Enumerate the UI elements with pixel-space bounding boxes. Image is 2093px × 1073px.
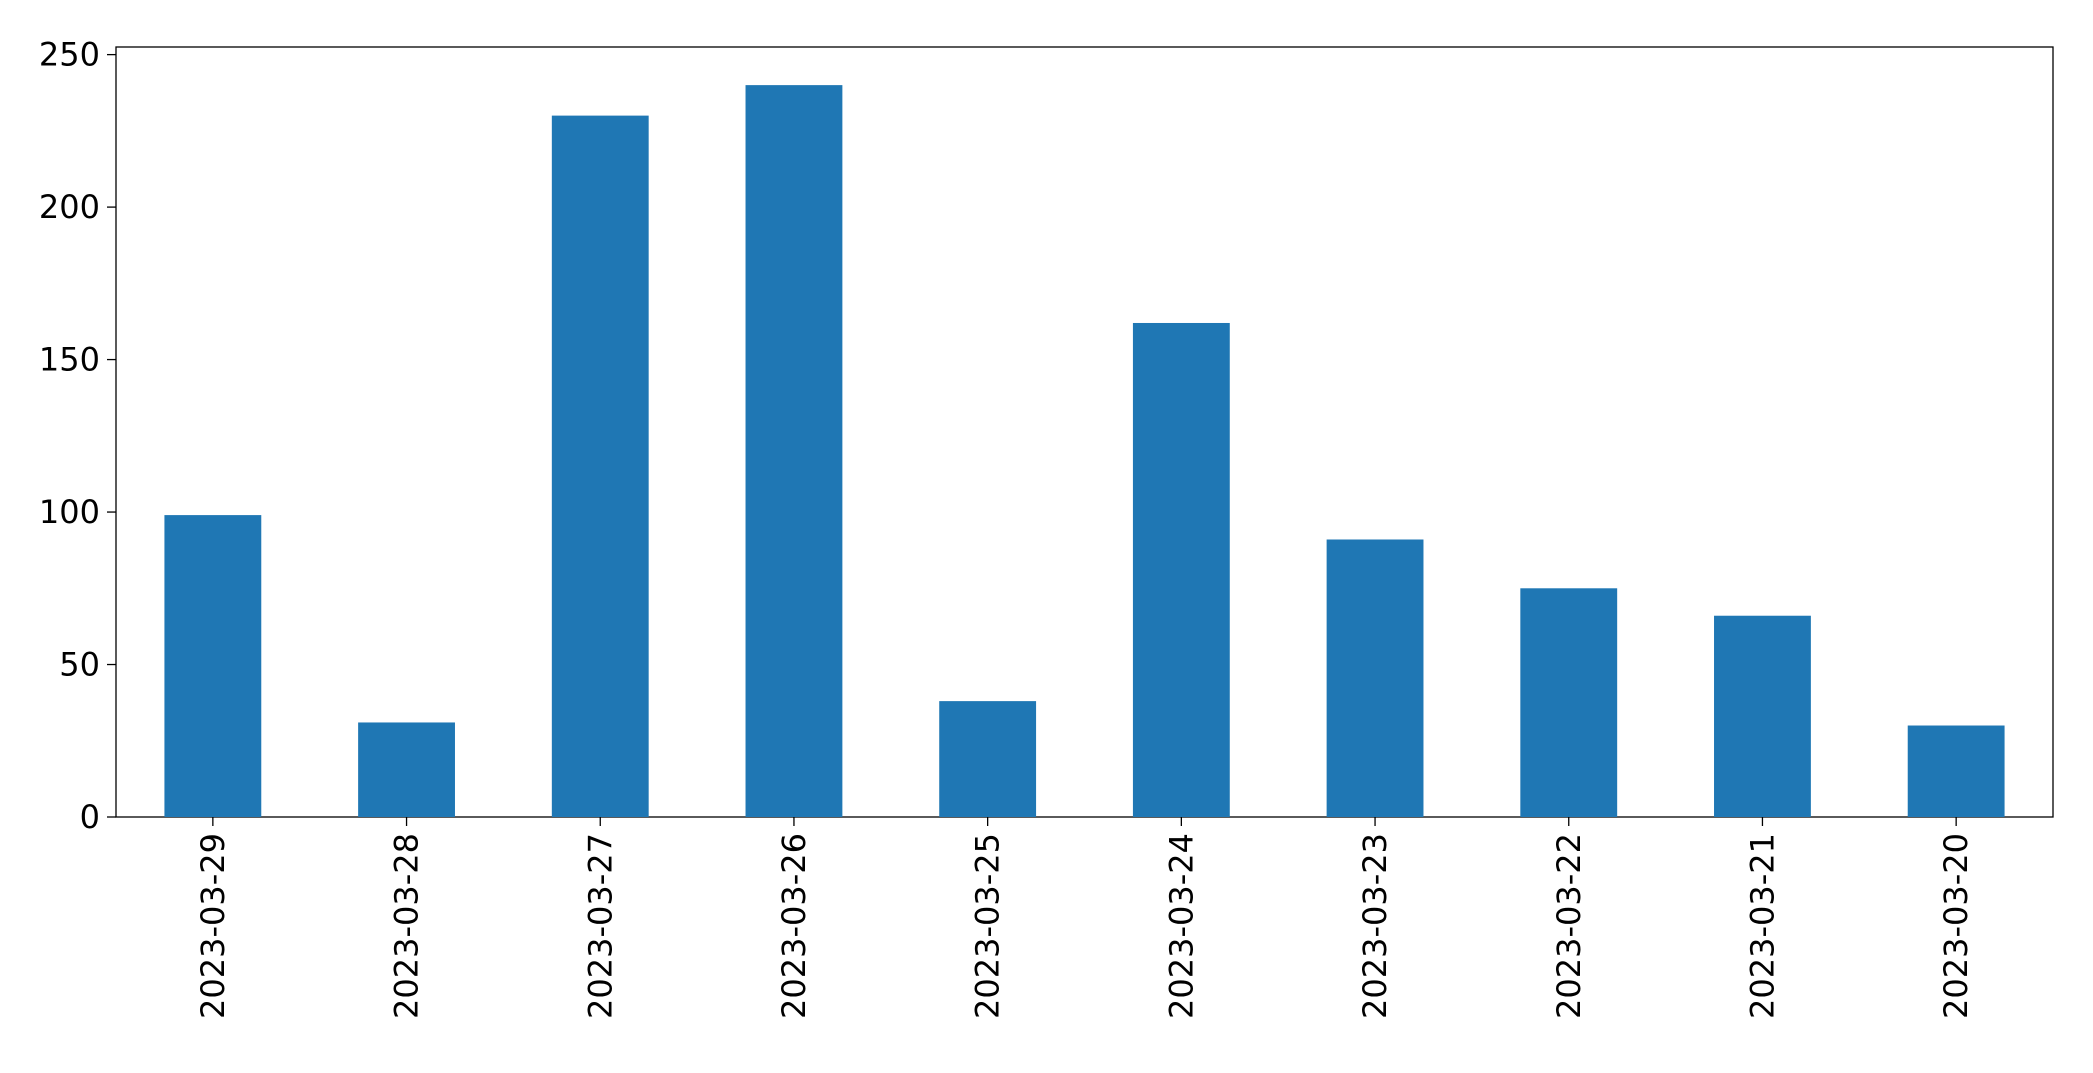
bar xyxy=(551,115,649,817)
x-tick-label: 2023-03-22 xyxy=(1550,833,1588,1019)
x-tick-label: 2023-03-25 xyxy=(969,833,1007,1019)
bar xyxy=(1132,322,1230,817)
x-tick-label: 2023-03-24 xyxy=(1162,833,1200,1019)
y-tick-label: 100 xyxy=(39,493,100,531)
bar xyxy=(939,701,1037,817)
y-tick-label: 0 xyxy=(80,798,100,836)
bar xyxy=(1907,725,2005,817)
bar xyxy=(358,722,455,817)
bar xyxy=(1714,615,1811,817)
x-tick-label: 2023-03-29 xyxy=(194,833,232,1019)
x-tick-label: 2023-03-26 xyxy=(775,833,813,1019)
bar xyxy=(745,85,843,817)
y-tick-label: 250 xyxy=(39,36,100,74)
y-tick-label: 50 xyxy=(59,646,100,684)
axes-frame xyxy=(115,46,2054,818)
x-tick-label: 2023-03-20 xyxy=(1937,833,1975,1019)
x-tick-label: 2023-03-23 xyxy=(1356,833,1394,1019)
y-tick-label: 200 xyxy=(39,188,100,226)
x-tick-label: 2023-03-27 xyxy=(581,833,619,1019)
y-tick-label: 150 xyxy=(39,341,100,379)
x-tick-label: 2023-03-28 xyxy=(388,833,426,1019)
x-tick-label: 2023-03-21 xyxy=(1743,833,1781,1019)
bar xyxy=(1326,539,1424,817)
bar xyxy=(164,515,262,817)
bar xyxy=(1520,588,1618,817)
